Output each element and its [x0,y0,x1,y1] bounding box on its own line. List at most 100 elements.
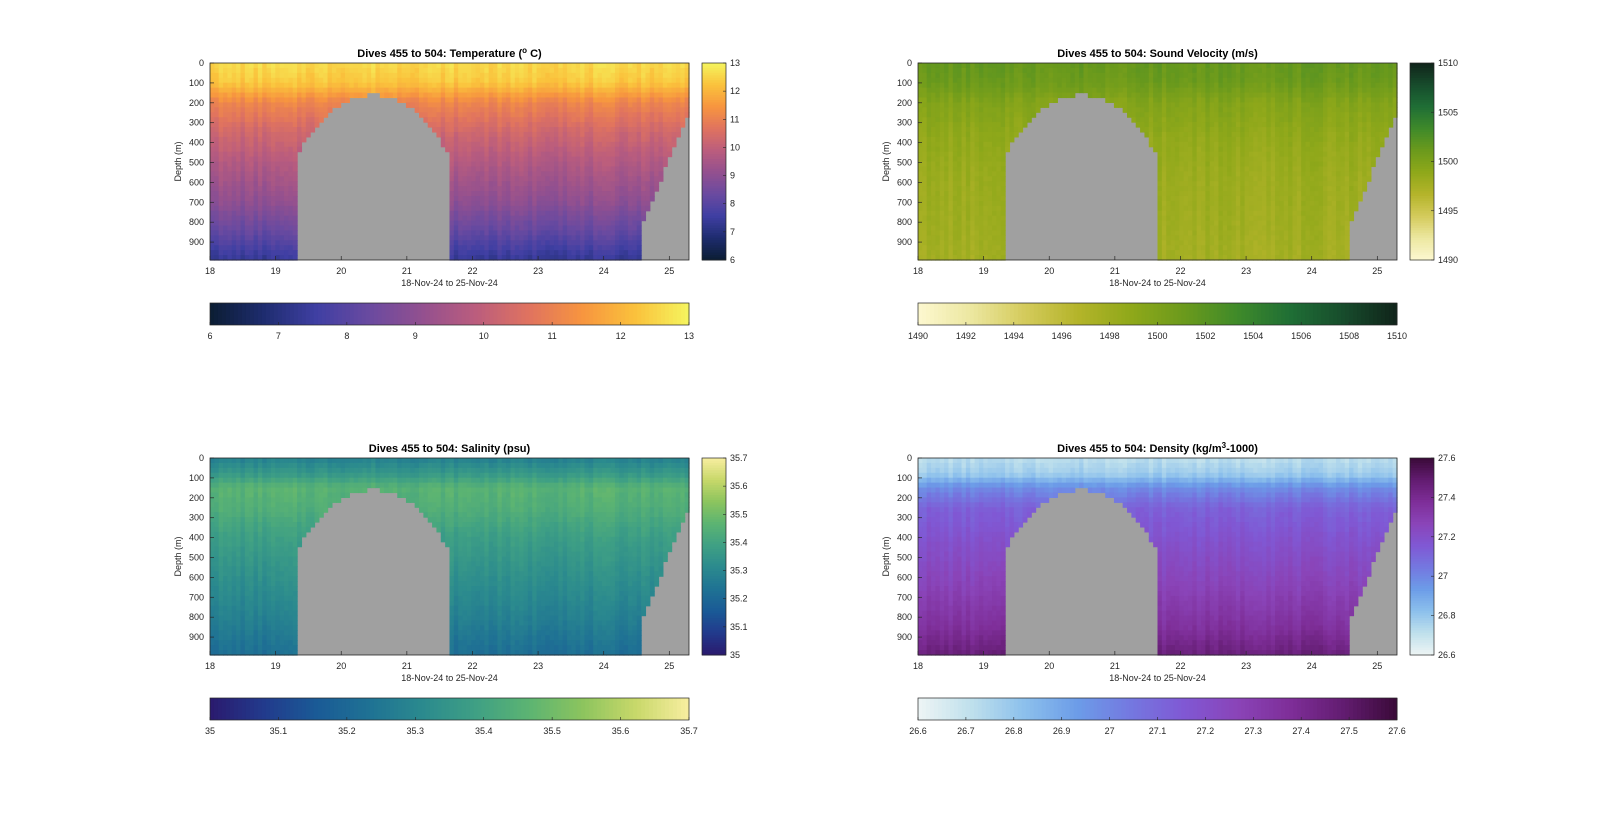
heatmap-cell [240,230,246,236]
heatmap-cell [427,92,433,99]
heatmap-cell [1170,122,1176,128]
heatmap-cell [523,176,529,182]
heatmap-cell [1192,215,1198,222]
heatmap-cell [992,122,997,128]
heatmap-cell [983,176,989,182]
heatmap-cell [1009,112,1015,118]
heatmap-cell [952,200,958,207]
heatmap-cell [593,195,599,202]
heatmap-cell [471,146,477,153]
heatmap-cell [445,67,451,74]
heatmap-cell [549,215,555,222]
heatmap-cell [649,131,655,138]
colorbar-segment [365,303,371,325]
heatmap-cell [658,63,664,69]
heatmap-cell [236,97,242,103]
heatmap-cell [249,176,255,182]
heatmap-cell [493,181,498,187]
heatmap-cell [926,215,932,222]
heatmap-cell [562,200,568,207]
heatmap-cell [948,136,954,143]
colorbar-segment [249,303,255,325]
heatmap-cell [641,122,647,128]
heatmap-cell [514,230,520,236]
heatmap-cell [992,220,997,227]
heatmap-cell [610,240,616,246]
heatmap-cell [974,191,980,197]
heatmap-cell [1005,146,1011,153]
heatmap-cell [471,136,477,143]
colorbar-segment [321,303,327,325]
heatmap-cell [1066,63,1071,69]
heatmap-cell [249,67,255,74]
heatmap-cell [223,181,229,187]
heatmap-cell [384,77,390,84]
heatmap-cell [288,127,294,133]
heatmap-cell [584,255,590,261]
heatmap-cell [1174,255,1180,261]
heatmap-cell [545,97,551,103]
heatmap-cell [935,122,941,128]
heatmap-cell [948,215,954,222]
heatmap-cell [1144,82,1150,89]
heatmap-cell [410,63,416,69]
heatmap-cell [606,131,612,138]
heatmap-cell [257,122,263,128]
heatmap-cell [218,141,224,148]
heatmap-cell [253,63,259,69]
heatmap-cell [562,127,568,133]
heatmap-cell [497,171,503,177]
heatmap-cell [549,245,555,251]
heatmap-cell [961,117,967,123]
heatmap-cell [510,102,516,108]
heatmap-cell [458,77,464,84]
heatmap-cell [606,112,612,118]
heatmap-cell [939,63,945,69]
heatmap-cell [471,82,477,89]
heatmap-cell [1052,97,1058,103]
heatmap-cell [397,97,403,103]
heatmap-cell [484,122,490,128]
heatmap-cell [223,195,229,202]
heatmap-cell [545,191,551,197]
heatmap-cell [1174,92,1180,99]
heatmap-cell [667,151,673,158]
heatmap-cell [623,250,629,256]
heatmap-cell [554,210,559,217]
heatmap-cell [545,146,551,153]
heatmap-cell [436,87,442,94]
heatmap-cell [931,72,937,79]
heatmap-cell [939,215,945,222]
heatmap-cell [918,136,923,143]
heatmap-cell [654,67,660,74]
heatmap-cell [939,171,945,177]
heatmap-cell [593,92,599,99]
heatmap-cell [931,146,937,153]
heatmap-cell [471,72,477,79]
heatmap-cell [939,122,945,128]
heatmap-cell [684,67,690,74]
heatmap-cell [523,191,529,197]
heatmap-cell [284,151,289,158]
heatmap-cell [236,122,242,128]
heatmap-cell [918,191,923,197]
heatmap-cell [987,220,993,227]
heatmap-cell [593,210,599,217]
colorbar-segment [261,303,267,325]
heatmap-cell [506,102,512,108]
heatmap-cell [253,77,259,84]
heatmap-cell [253,181,259,187]
heatmap-cell [236,176,242,182]
heatmap-cell [497,97,503,103]
colorbar-segment [581,303,586,325]
heatmap-cell [249,112,255,118]
heatmap-cell [593,245,599,251]
heatmap-cell [675,127,681,133]
heatmap-cell [939,161,945,168]
heatmap-cell [210,205,215,212]
heatmap-cell [1144,122,1150,128]
heatmap-cell [497,136,503,143]
heatmap-cell [584,131,590,138]
heatmap-cell [961,225,967,232]
heatmap-cell [1192,255,1198,261]
